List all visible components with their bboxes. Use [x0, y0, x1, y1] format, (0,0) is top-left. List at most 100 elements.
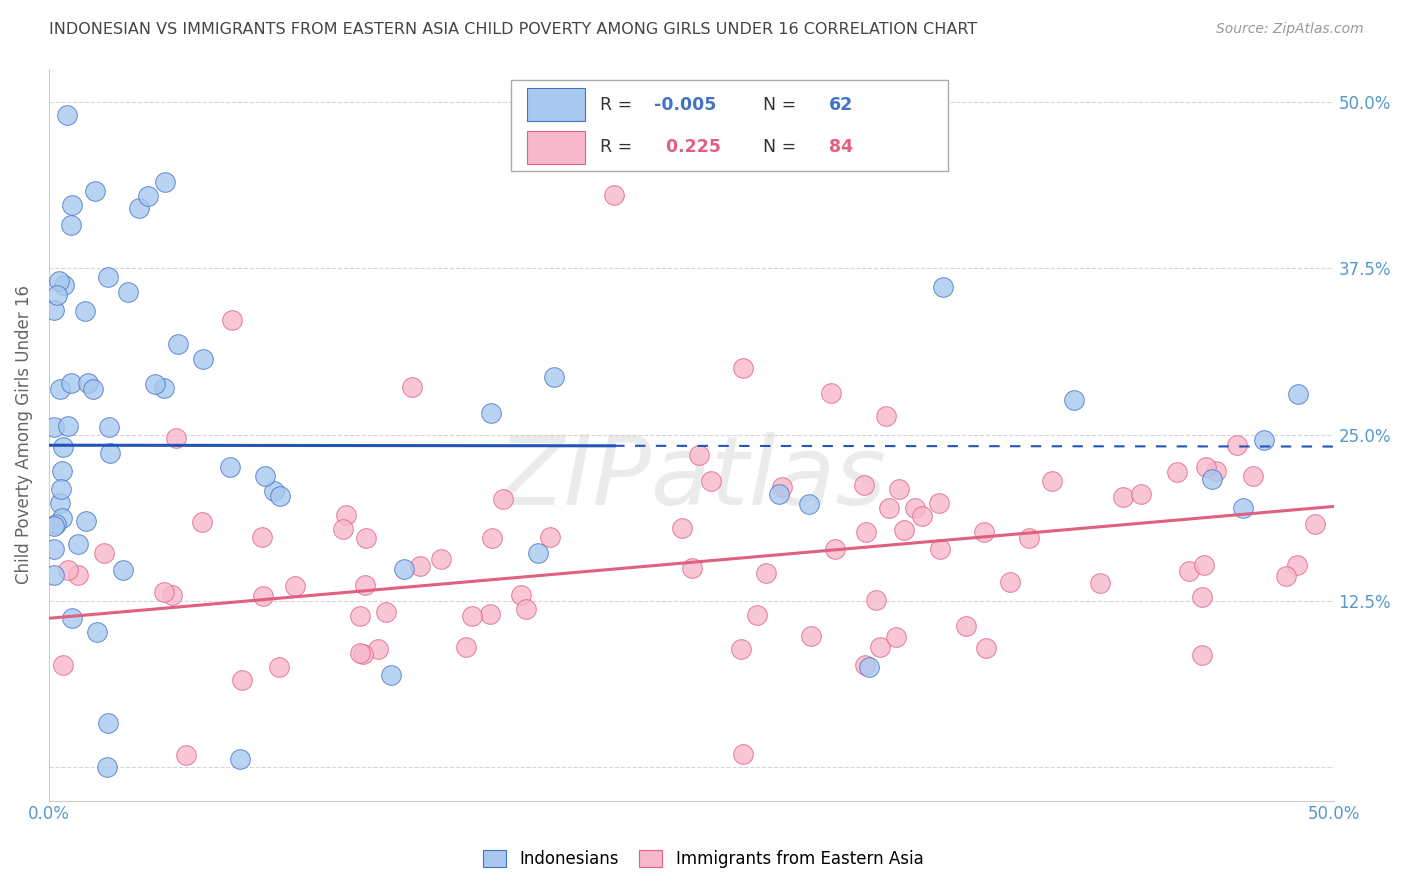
Point	[731, 747, 754, 761]
Text: 0.225: 0.225	[654, 138, 721, 156]
Point	[1178, 565, 1201, 579]
Point	[128, 202, 150, 216]
Point	[335, 508, 357, 523]
Point	[45, 516, 67, 531]
Point	[456, 640, 478, 654]
Point	[218, 460, 240, 475]
Point	[46, 288, 69, 302]
Point	[352, 647, 374, 661]
Point	[928, 496, 950, 510]
Text: 62: 62	[828, 96, 853, 114]
Text: 84: 84	[828, 138, 853, 156]
Point	[731, 361, 754, 376]
Point	[160, 588, 183, 602]
Point	[401, 380, 423, 394]
Point	[1226, 438, 1249, 452]
Point	[53, 278, 76, 293]
Point	[354, 532, 377, 546]
Point	[60, 611, 83, 625]
Point	[82, 382, 104, 396]
Point	[855, 524, 877, 539]
Point	[932, 279, 955, 293]
Point	[66, 567, 89, 582]
Point	[904, 501, 927, 516]
Point	[93, 546, 115, 560]
Point	[491, 491, 513, 506]
Point	[1195, 460, 1218, 475]
Point	[49, 482, 72, 496]
Point	[152, 381, 174, 395]
Point	[98, 420, 121, 434]
Point	[191, 352, 214, 367]
Point	[153, 175, 176, 189]
Text: INDONESIAN VS IMMIGRANTS FROM EASTERN ASIA CHILD POVERTY AMONG GIRLS UNDER 16 CO: INDONESIAN VS IMMIGRANTS FROM EASTERN AS…	[49, 22, 977, 37]
Point	[96, 760, 118, 774]
Point	[1232, 501, 1254, 516]
Point	[42, 519, 65, 533]
Point	[56, 108, 79, 122]
Point	[58, 563, 80, 577]
Point	[699, 475, 721, 489]
Point	[284, 579, 307, 593]
Text: N =: N =	[752, 96, 801, 114]
Point	[84, 184, 107, 198]
Point	[52, 658, 75, 673]
Point	[603, 188, 626, 202]
Text: ZIPatlas: ZIPatlas	[496, 432, 886, 525]
Point	[1274, 568, 1296, 582]
Point	[49, 496, 72, 510]
Point	[430, 552, 453, 566]
Point	[1201, 472, 1223, 486]
Point	[252, 589, 274, 603]
Point	[730, 642, 752, 657]
Point	[853, 658, 876, 673]
Point	[853, 477, 876, 491]
Point	[911, 509, 934, 524]
Point	[269, 660, 291, 674]
Point	[515, 602, 537, 616]
Point	[229, 752, 252, 766]
Point	[543, 369, 565, 384]
Point	[1191, 590, 1213, 604]
Y-axis label: Child Poverty Among Girls Under 16: Child Poverty Among Girls Under 16	[15, 285, 32, 584]
Point	[375, 605, 398, 619]
Point	[1042, 474, 1064, 488]
Point	[332, 522, 354, 536]
Point	[1112, 490, 1135, 504]
Point	[875, 409, 897, 424]
Point	[858, 660, 880, 674]
Point	[869, 640, 891, 654]
Point	[1191, 648, 1213, 662]
Point	[174, 747, 197, 762]
Point	[893, 523, 915, 537]
Point	[510, 588, 533, 602]
Point	[58, 418, 80, 433]
Point	[973, 525, 995, 540]
Point	[671, 521, 693, 535]
Point	[886, 630, 908, 644]
Point	[755, 566, 778, 581]
Point	[681, 561, 703, 575]
Point	[42, 568, 65, 582]
Text: Source: ZipAtlas.com: Source: ZipAtlas.com	[1216, 22, 1364, 37]
Point	[481, 531, 503, 545]
Point	[929, 542, 952, 557]
Point	[77, 376, 100, 391]
Point	[97, 269, 120, 284]
Point	[865, 592, 887, 607]
Point	[976, 640, 998, 655]
Point	[1130, 486, 1153, 500]
Text: N =: N =	[752, 138, 801, 156]
Point	[136, 188, 159, 202]
Point	[616, 133, 638, 147]
Point	[380, 668, 402, 682]
FancyBboxPatch shape	[527, 87, 585, 120]
Point	[49, 383, 72, 397]
Point	[955, 619, 977, 633]
Point	[42, 542, 65, 557]
Point	[1166, 466, 1188, 480]
Point	[75, 304, 97, 318]
Point	[221, 313, 243, 327]
Point	[51, 464, 73, 478]
Point	[877, 501, 900, 516]
